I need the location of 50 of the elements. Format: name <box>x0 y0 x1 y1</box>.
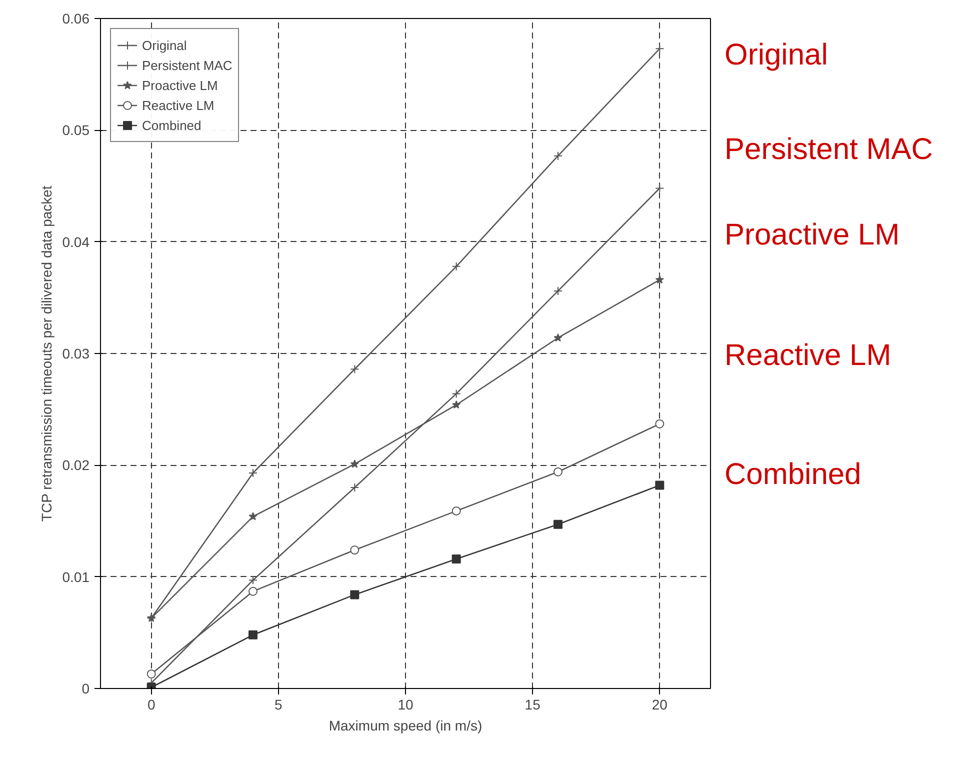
point <box>554 333 562 342</box>
point <box>248 586 258 596</box>
y-axis-title: TCP retransmission timeouts per dilivered data packet <box>38 186 54 522</box>
point <box>655 419 664 428</box>
point <box>350 364 360 374</box>
point <box>248 630 258 640</box>
legend-label: Original <box>142 38 187 52</box>
point <box>655 184 664 193</box>
y-tick-label: 0.05 <box>62 122 90 138</box>
point <box>554 286 562 296</box>
point <box>554 520 562 529</box>
point <box>350 483 360 492</box>
legend-label: Reactive LM <box>142 98 214 112</box>
x-tick-label: 15 <box>524 696 541 712</box>
text: Reactive LM <box>724 339 892 372</box>
point <box>452 506 461 516</box>
point <box>452 262 461 271</box>
point <box>350 460 359 468</box>
point <box>350 590 360 600</box>
point <box>248 512 258 520</box>
x-tick-label: 10 <box>398 696 414 712</box>
text: Proactive LM <box>724 218 900 252</box>
point <box>554 151 562 160</box>
point <box>452 389 461 398</box>
y-tick-label: 0 <box>82 680 90 696</box>
legend-label: Proactive LM <box>142 78 218 92</box>
point <box>146 669 156 678</box>
x-tick-label: 0 <box>147 696 156 712</box>
legend-label: Persistent MAC <box>142 58 232 72</box>
point <box>350 546 360 555</box>
point <box>452 554 461 564</box>
y-tick-label: 0.06 <box>62 10 90 26</box>
y-tick-label: 0.01 <box>62 568 90 585</box>
point <box>554 467 562 476</box>
text: Persistent MAC <box>724 133 933 166</box>
point <box>248 576 258 585</box>
x-tick-label: 5 <box>274 696 283 712</box>
x-axis-title: Maximum speed (in m/s) <box>328 718 482 734</box>
y-tick-label: 0.03 <box>62 346 90 362</box>
point <box>655 275 664 284</box>
legend-label: Combined <box>142 118 202 132</box>
y-tick-label: 0.04 <box>62 234 90 250</box>
point <box>248 468 258 478</box>
point <box>655 480 664 490</box>
text: Original <box>724 38 828 72</box>
point <box>655 44 664 54</box>
point <box>452 400 461 409</box>
y-tick-label: 0.02 <box>62 457 90 474</box>
text: Combined <box>724 458 862 491</box>
x-tick-label: 20 <box>652 696 668 712</box>
